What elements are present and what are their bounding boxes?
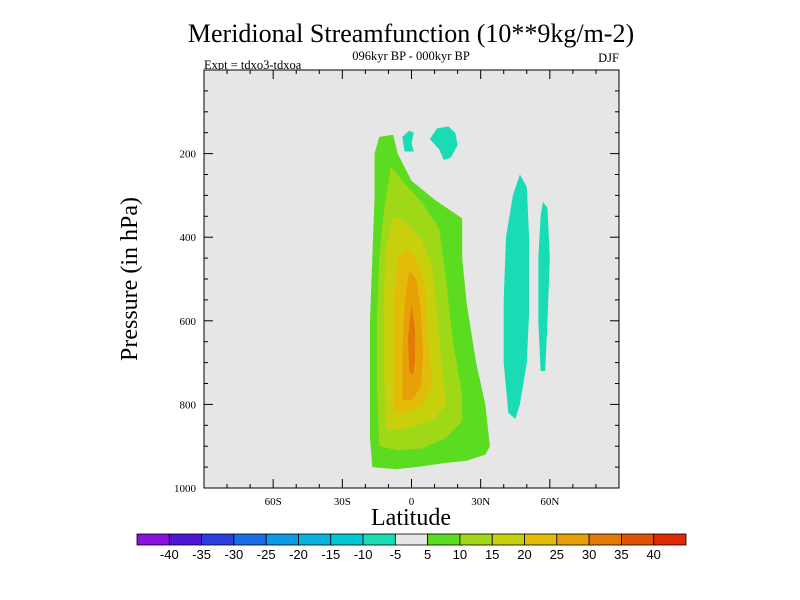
x-axis-label: Latitude <box>371 505 451 531</box>
colorbar-label: 5 <box>424 547 431 562</box>
season-label: DJF <box>598 51 619 65</box>
x-tick-label: 60S <box>265 496 282 508</box>
colorbar-swatch <box>556 533 590 546</box>
colorbar-label: 35 <box>614 547 628 562</box>
colorbar-swatch <box>201 533 235 546</box>
negative-cell-upper-b <box>429 126 458 160</box>
colorbar-swatch <box>459 533 493 546</box>
colorbar-swatch <box>653 533 687 546</box>
contour-regions <box>370 126 550 470</box>
colorbar-swatch <box>524 533 558 546</box>
x-tick-label: 0 <box>409 496 415 508</box>
colorbar-swatch <box>168 533 202 546</box>
colorbar-swatch <box>588 533 622 546</box>
colorbar-swatch <box>330 533 364 546</box>
colorbar-swatch <box>136 533 170 546</box>
y-tick-label: 400 <box>180 232 197 244</box>
colorbar-label: 15 <box>485 547 499 562</box>
negative-cell-north-b <box>538 201 550 371</box>
y-tick-label: 800 <box>180 399 197 411</box>
y-tick-label: 200 <box>180 149 197 161</box>
colorbar-swatch <box>394 533 429 546</box>
negative-cell-upper-a <box>402 130 414 152</box>
colorbar-label: 20 <box>517 547 531 562</box>
colorbar-label: -35 <box>192 547 211 562</box>
y-tick-label: 1000 <box>174 483 197 495</box>
y-axis-label: Pressure (in hPa) <box>117 197 143 361</box>
colorbar-swatch <box>233 533 267 546</box>
chart-title: Meridional Streamfunction (10**9kg/m-2) <box>188 19 634 48</box>
colorbar-label: -25 <box>257 547 276 562</box>
colorbar-label: -30 <box>225 547 244 562</box>
colorbar-label: -10 <box>354 547 373 562</box>
colorbar-label: -20 <box>289 547 308 562</box>
y-tick-label: 600 <box>180 316 197 328</box>
colorbar-swatch <box>362 533 396 546</box>
positive-cell-30 <box>408 304 415 376</box>
colorbar-swatch <box>491 533 525 546</box>
colorbar: -40 -35 -30 -25 -20 -15 -10 -5 5 10 15 20 25 30 35 40 <box>136 533 687 562</box>
negative-cell-north-a <box>503 174 530 419</box>
colorbar-label: -40 <box>160 547 179 562</box>
colorbar-label: 10 <box>453 547 467 562</box>
colorbar-label: 25 <box>550 547 564 562</box>
axis-ticks: 60S 30S 0 30N 60N 200 400 600 800 1000 <box>174 70 619 508</box>
colorbar-label: -5 <box>390 547 402 562</box>
colorbar-swatch <box>621 533 655 546</box>
colorbar-label: -15 <box>321 547 340 562</box>
experiment-label: Expt = tdxo3-tdxoa <box>204 58 302 72</box>
colorbar-label: 30 <box>582 547 596 562</box>
x-tick-label: 60N <box>540 496 559 508</box>
plot-area: 60S 30S 0 30N 60N 200 400 600 800 1000 <box>174 69 620 508</box>
colorbar-swatch <box>298 533 332 546</box>
x-tick-label: 30N <box>471 496 490 508</box>
colorbar-swatch <box>427 533 461 546</box>
colorbar-label: 40 <box>646 547 660 562</box>
colorbar-swatch <box>265 533 299 546</box>
x-tick-label: 30S <box>334 496 351 508</box>
chart-subtitle: 096kyr BP - 000kyr BP <box>352 49 470 63</box>
